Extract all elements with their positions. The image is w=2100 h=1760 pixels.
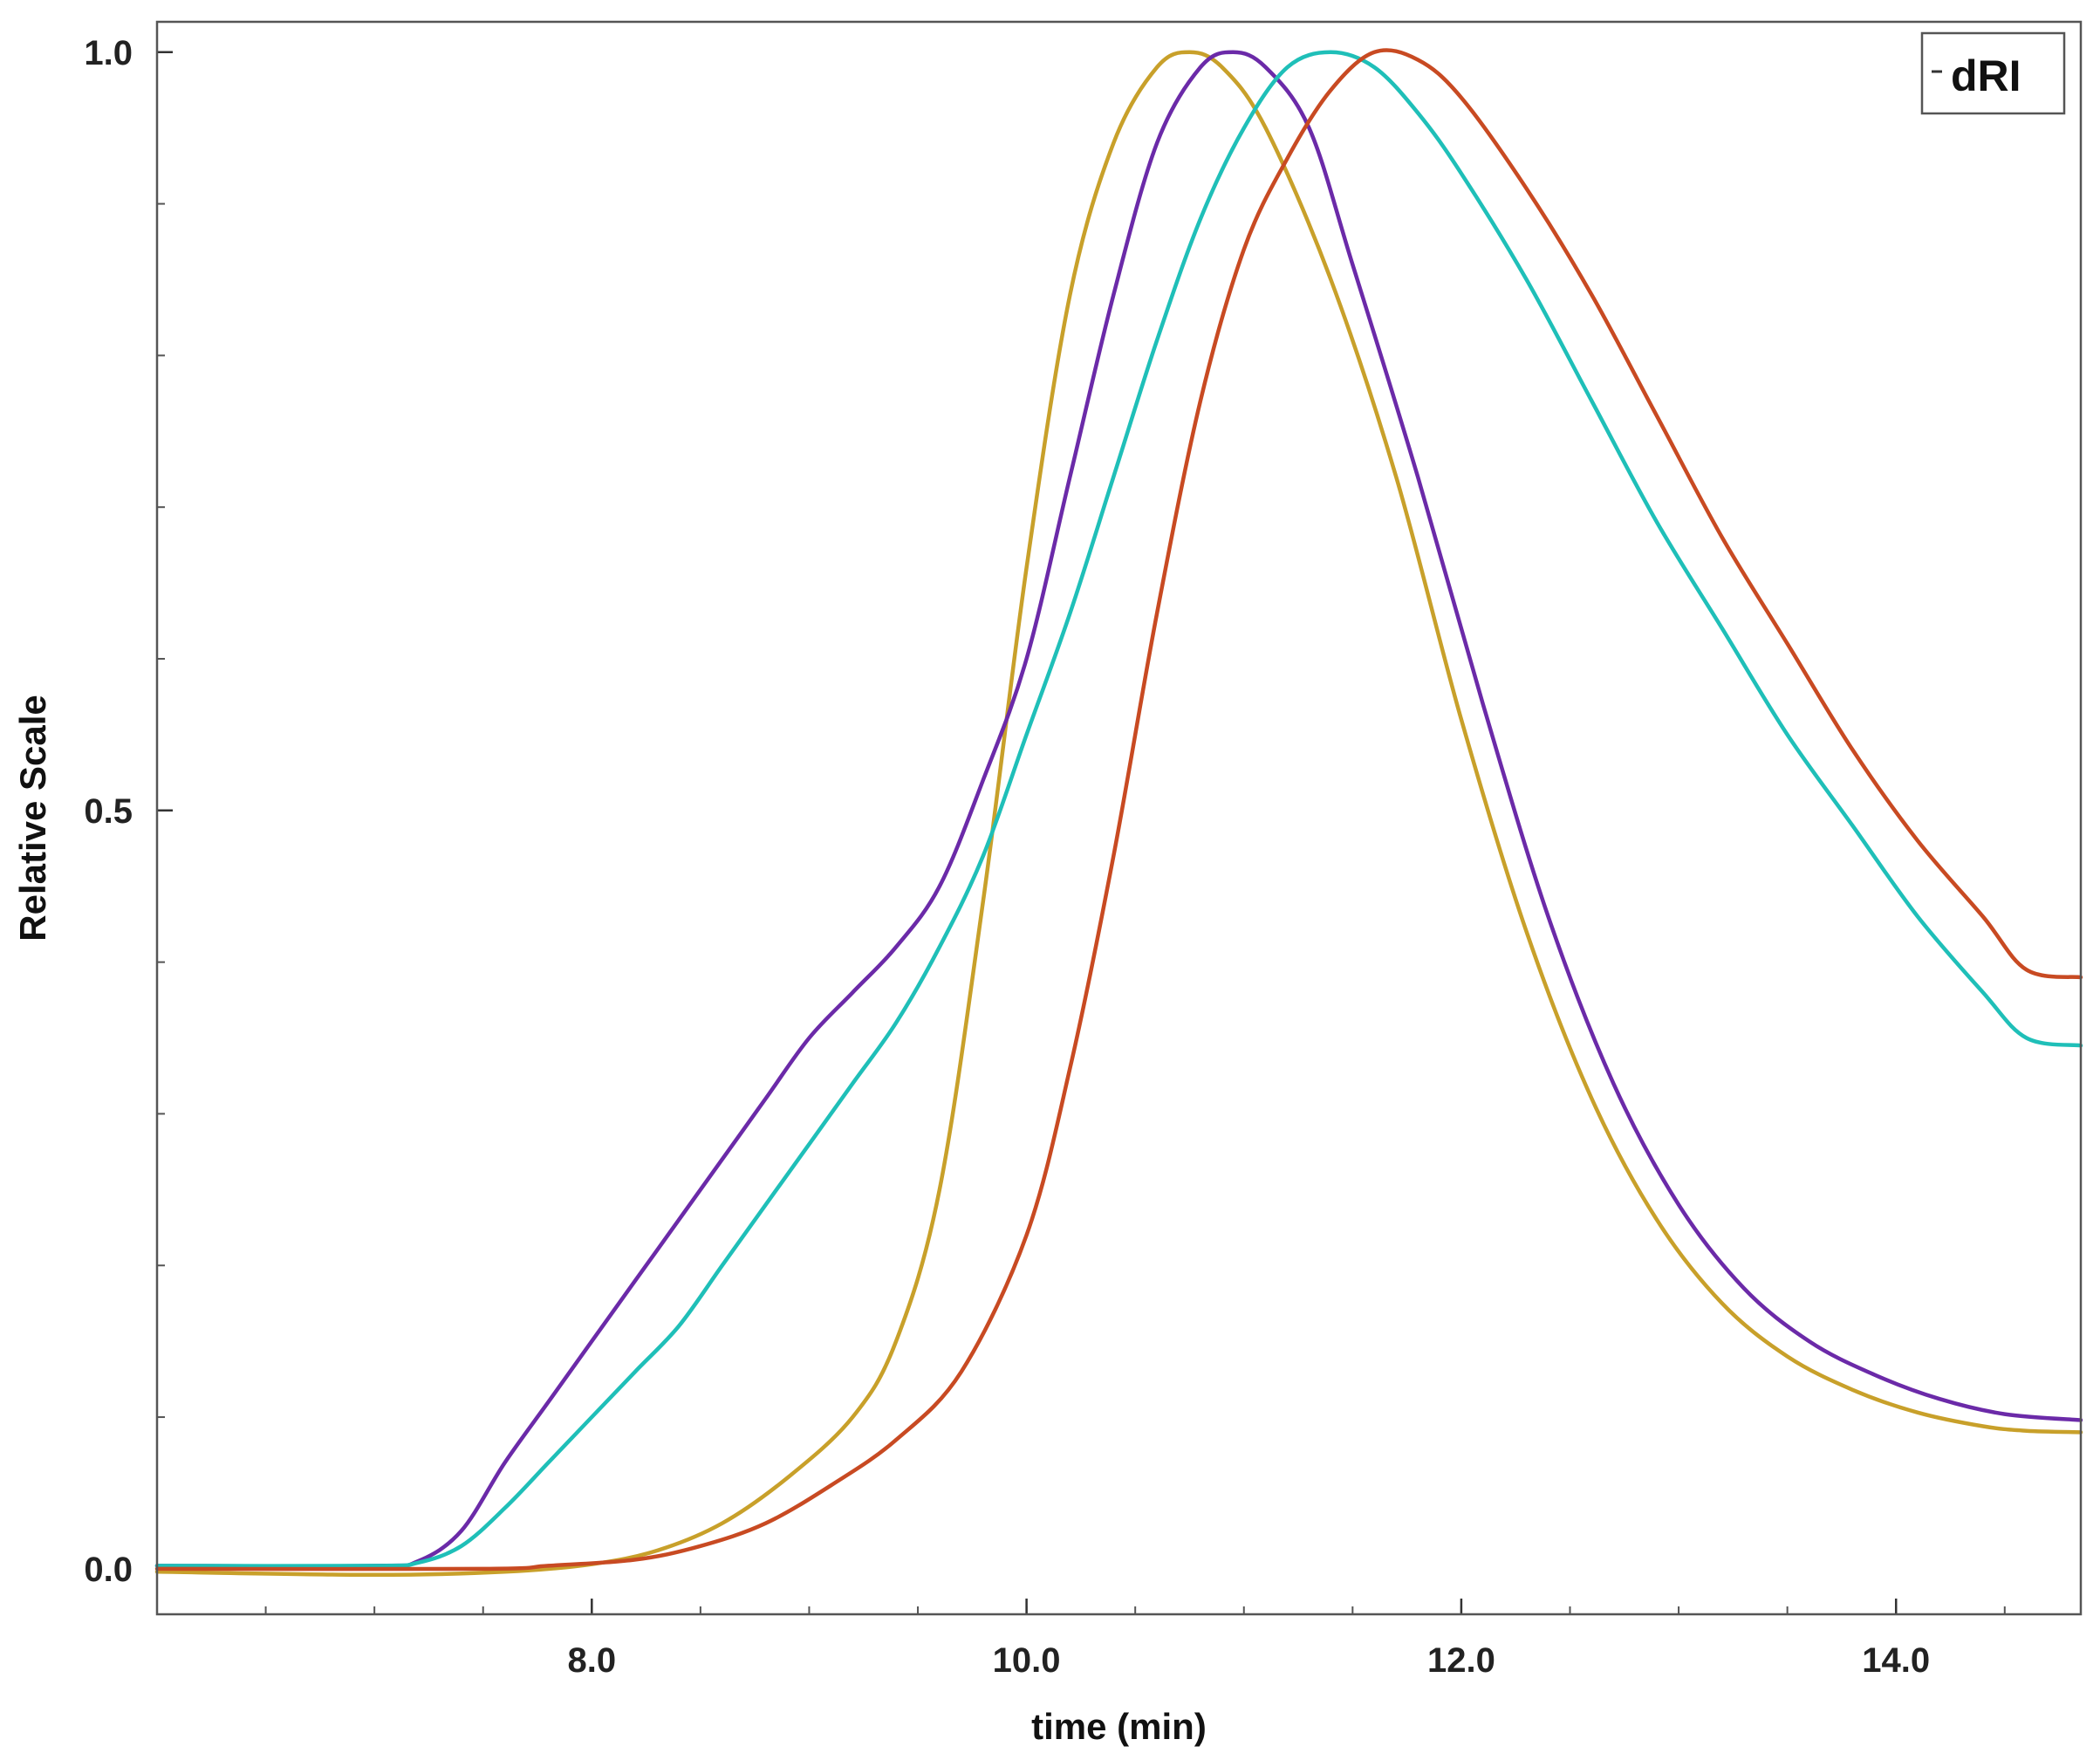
y-tick-label: 0.5 — [84, 792, 133, 831]
series-layer — [154, 48, 2083, 1578]
legend-label: dRI — [1951, 51, 2021, 100]
series-line-3 — [154, 50, 2083, 1568]
tick-labels: 8.0 10.0 12.0 14.0 0.0 0.5 1.0 — [84, 34, 1930, 1680]
y-axis-title: Relative Scale — [12, 695, 53, 942]
legend-box — [1920, 31, 2066, 115]
plot-frame — [155, 20, 2083, 1616]
y-tick-label: 0.0 — [84, 1551, 133, 1589]
y-tick-label: 1.0 — [84, 34, 133, 72]
series-line-4 — [154, 48, 2083, 1572]
series-line-1 — [154, 50, 2083, 1578]
x-axis-title: time (min) — [1031, 1706, 1207, 1747]
x-tick-label: 14.0 — [1862, 1641, 1930, 1680]
x-tick-label: 12.0 — [1427, 1641, 1495, 1680]
x-tick-label: 10.0 — [993, 1641, 1061, 1680]
legend[interactable]: dRI — [1920, 31, 2066, 115]
series-line-2 — [154, 50, 2083, 1569]
x-tick-label: 8.0 — [568, 1641, 617, 1680]
